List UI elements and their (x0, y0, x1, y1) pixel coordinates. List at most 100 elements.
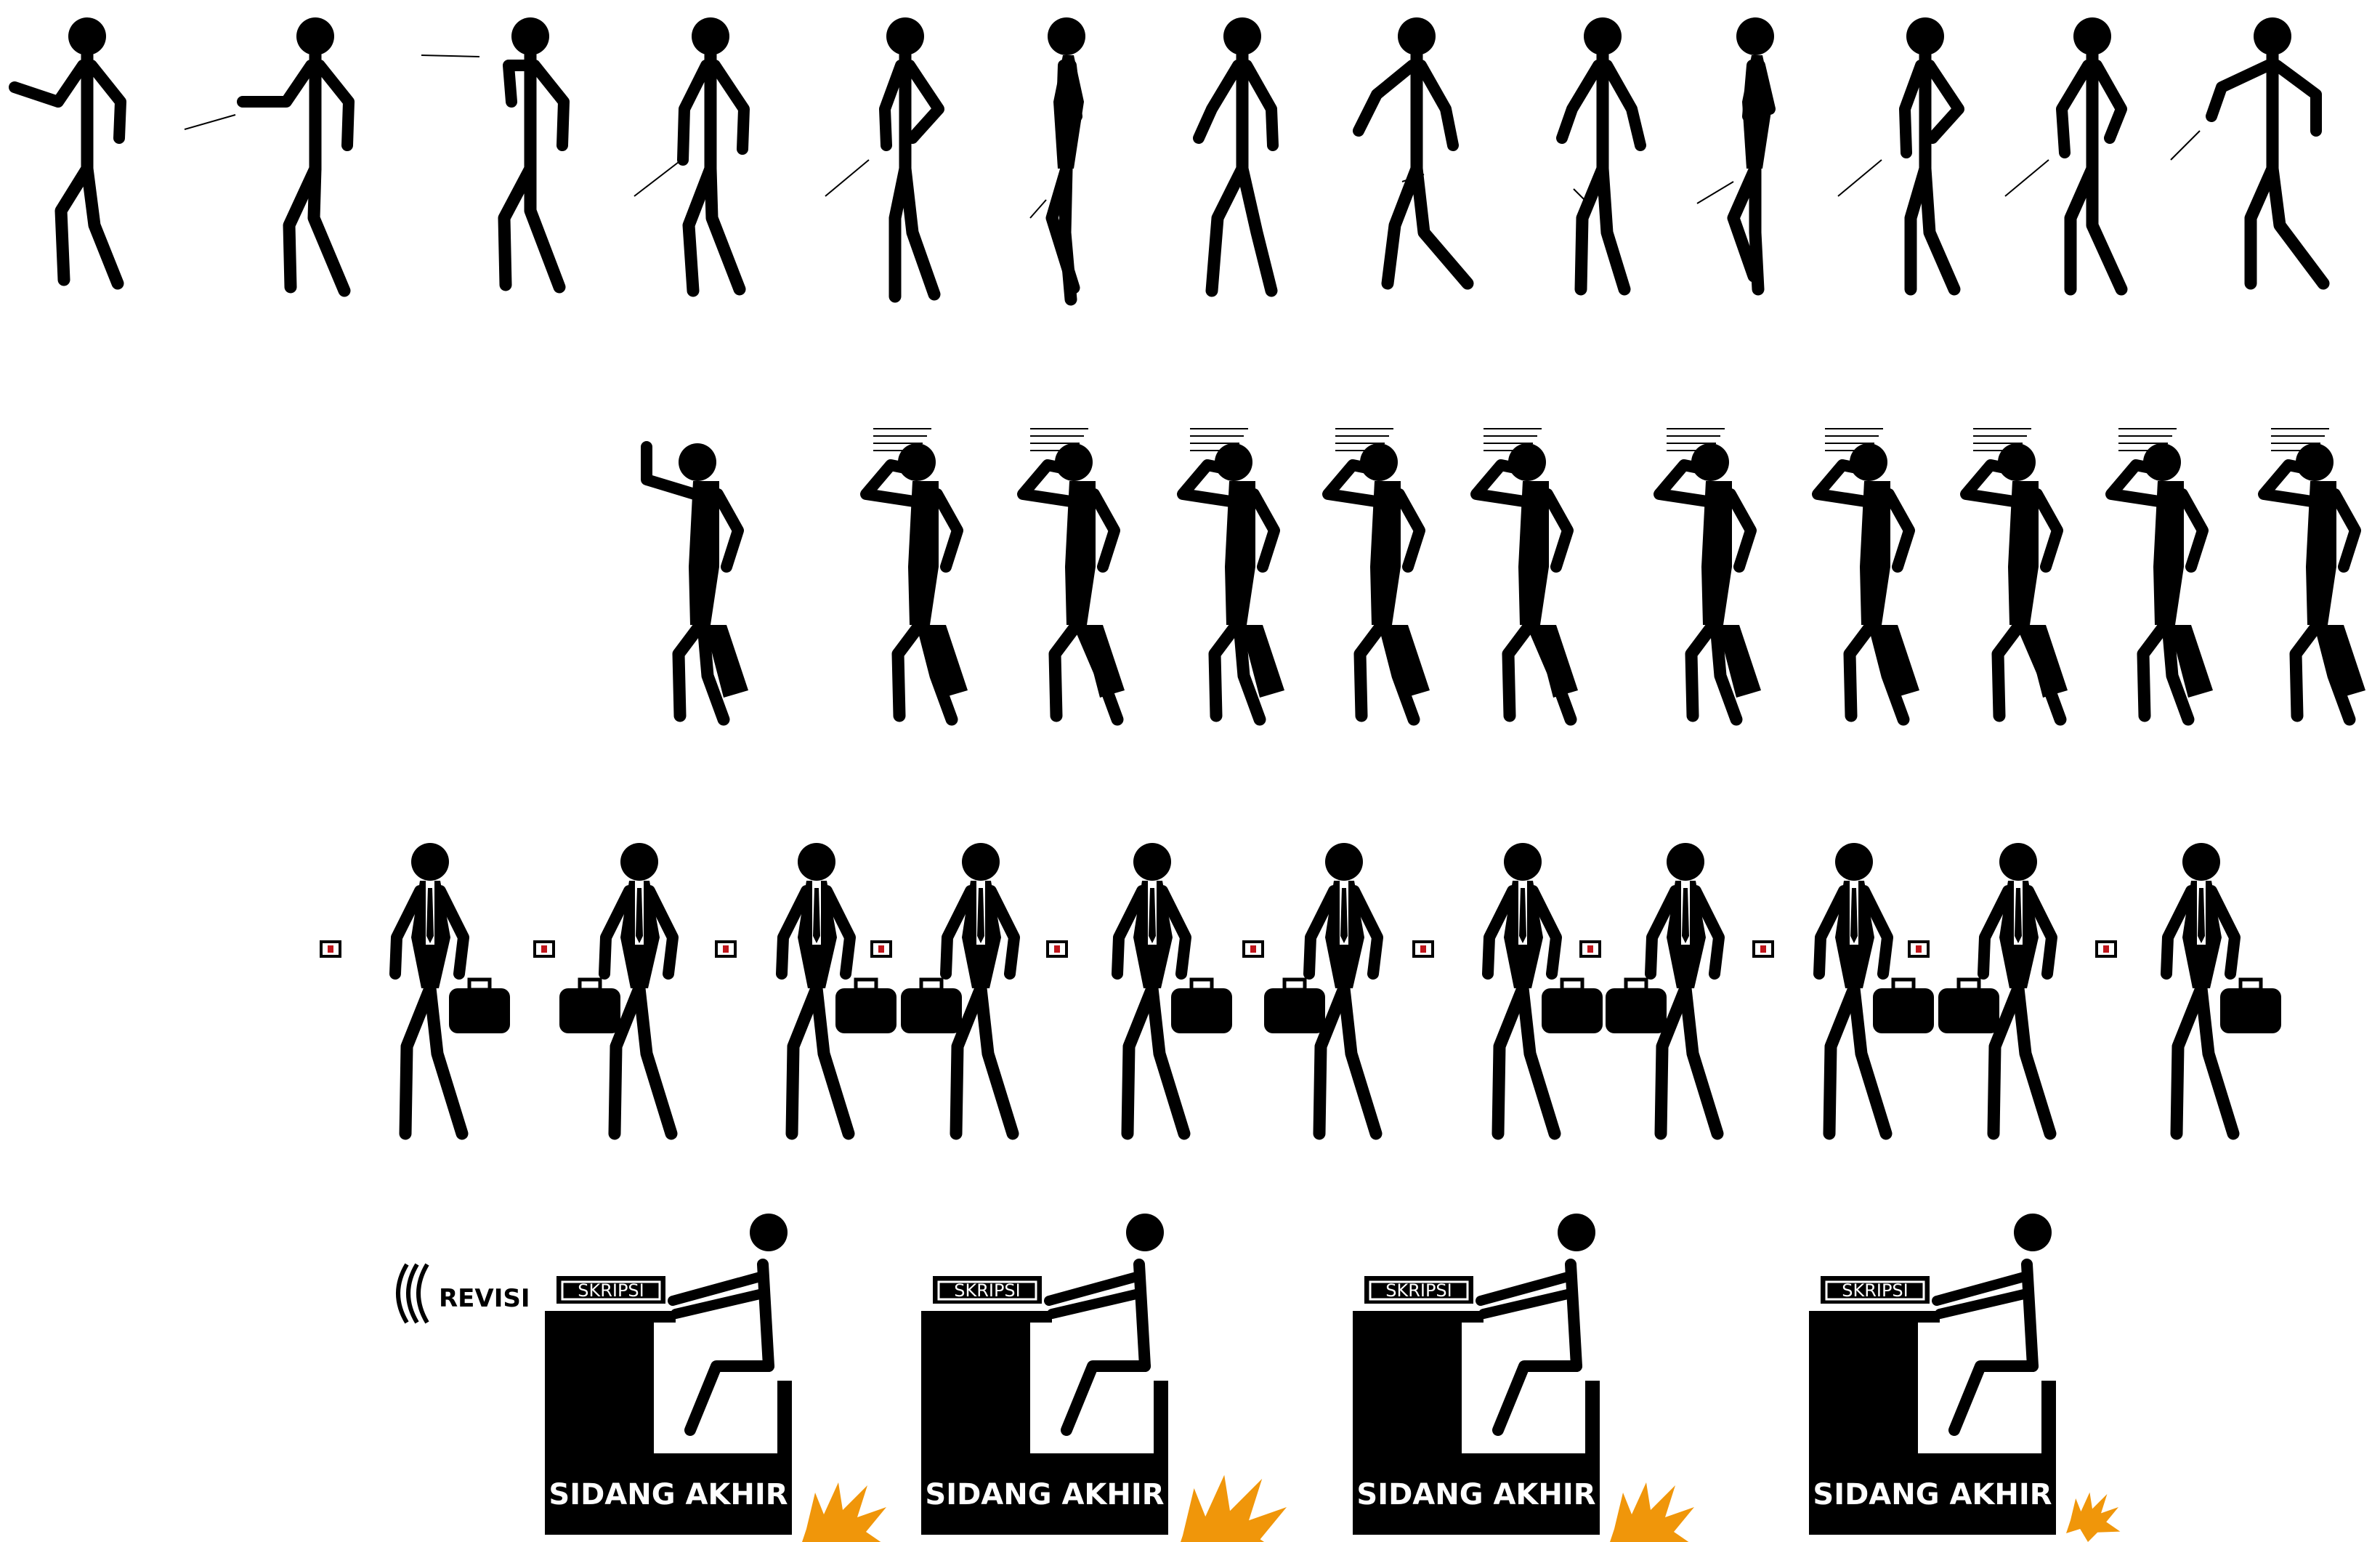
figure-leg (424, 982, 469, 1140)
figure-arm (677, 60, 712, 166)
figure-leg (1709, 618, 1743, 726)
motion-line (2004, 159, 2049, 197)
skripsi-label: SKRIPSI (578, 1280, 644, 1301)
briefcase-handle (1189, 977, 1214, 992)
figure-tie (2198, 888, 2205, 943)
stick-figure (1812, 428, 1919, 726)
figure-leg (950, 982, 987, 1140)
figure-arm (86, 60, 126, 144)
figure-leg (1919, 162, 1961, 296)
briefcase-icon (449, 988, 510, 1033)
desk-body (1809, 1311, 2056, 1535)
figure-head (411, 843, 449, 881)
card-badge (1916, 945, 1922, 953)
figure-leg (1048, 618, 1083, 722)
speech-bubble: REVISI (396, 1263, 530, 1324)
figure-arm (712, 488, 744, 573)
figure-leg (399, 982, 437, 1140)
figure-arm (1924, 60, 1964, 144)
figure-arm (1112, 885, 1148, 980)
figure-arm (2105, 459, 2165, 507)
motion-line (1029, 199, 1047, 219)
skripsi-sign: SKRIPSI (1364, 1276, 1473, 1304)
figure-head (962, 843, 1000, 881)
figure-arm (1935, 1288, 2032, 1319)
figure-leg (1727, 162, 1762, 283)
figure-leg (2195, 982, 2240, 1140)
figure-head (1835, 843, 1873, 881)
figure-arm (237, 60, 317, 108)
figure-arm (2091, 60, 2127, 144)
desk: SIDANG AKHIR (545, 1311, 792, 1535)
figure-leg (1502, 618, 1537, 722)
figure-arm (1883, 488, 1915, 573)
motion-line (421, 55, 480, 57)
figure-leg (1526, 618, 1577, 726)
figure-arm (2023, 885, 2057, 980)
stick-figure (2258, 428, 2365, 726)
figure-torso (1565, 1259, 1582, 1372)
seated-figure (1476, 1214, 1595, 1436)
figure-coat-tail (1717, 625, 1761, 698)
briefcase-icon (559, 988, 620, 1033)
desk-row: SKRIPSI SIDANG AKHIR REVISI SKRIPSI SIDANG A… (396, 1214, 2121, 1542)
figure-arm (1542, 488, 1574, 573)
figure-arm (776, 885, 812, 980)
card-badge (2103, 945, 2109, 953)
figure-leg (785, 982, 823, 1140)
briefcase-row (320, 843, 2281, 1140)
figure-arm (879, 60, 907, 151)
figure-leg (1492, 1360, 1582, 1436)
figure-arm (1248, 488, 1280, 573)
figure-leg (697, 618, 730, 726)
figure-leg (54, 162, 94, 286)
figure-leg (1378, 618, 1420, 726)
stick-figure (1017, 428, 1125, 726)
briefcase-icon (835, 988, 896, 1033)
stick-figure (1412, 843, 1603, 1140)
figure-head (1667, 843, 1704, 881)
figure-leg (2170, 982, 2208, 1140)
card-badge (723, 945, 729, 953)
figure-leg (1233, 618, 1266, 726)
stick-figure (1470, 428, 1578, 726)
figure-leg (81, 162, 124, 290)
figure-arm (1978, 885, 2014, 980)
sidang-akhir-label: SIDANG AKHIR (925, 1478, 1164, 1511)
sidang-akhir-label: SIDANG AKHIR (1813, 1478, 2052, 1511)
card-badge (328, 945, 333, 953)
figure-torso (2153, 481, 2184, 625)
stick-figure (1193, 17, 1279, 297)
figure-arm (1393, 488, 1425, 573)
motion-line (1837, 159, 1882, 197)
figure-arm (2329, 488, 2361, 573)
figure-head (1133, 843, 1171, 881)
figure-arm (709, 60, 750, 155)
card-badge (1587, 945, 1593, 953)
figure-leg (2161, 618, 2195, 726)
figure-head (679, 443, 716, 481)
figure-leg (1337, 982, 1383, 1140)
briefcase-handle (1624, 977, 1648, 992)
figure-arm (1044, 1271, 1144, 1306)
figure-torso (757, 1259, 774, 1372)
figure-leg (1991, 618, 2026, 722)
figure-leg (2289, 618, 2324, 722)
figure-leg (524, 162, 566, 294)
briefcase-handle (467, 977, 492, 992)
figure-arm (821, 885, 856, 980)
figure-torso (1860, 481, 1890, 625)
figure-tie (1850, 888, 1858, 943)
figure-leg (1236, 162, 1278, 297)
figure-arm (1047, 1288, 1144, 1319)
figure-leg (1208, 618, 1243, 722)
figure-arm (1322, 459, 1382, 507)
figure-leg (1574, 162, 1609, 296)
figure-head (1223, 17, 1261, 55)
figure-arm (2161, 885, 2197, 980)
figure-head (798, 843, 835, 881)
briefcase-handle (1956, 977, 1981, 992)
figure-arm (1415, 60, 1459, 151)
sidang-akhir-label: SIDANG AKHIR (1356, 1478, 1595, 1511)
briefcase-handle (1891, 977, 1916, 992)
